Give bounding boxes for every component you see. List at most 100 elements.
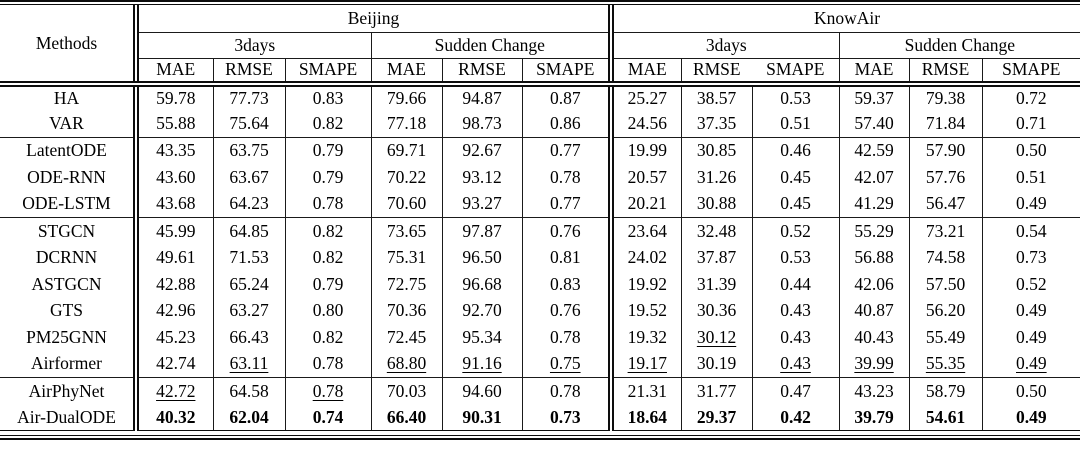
metric-value: 40.87	[838, 297, 910, 325]
metric-value: 0.86	[521, 110, 612, 138]
metric-value: 64.58	[212, 377, 285, 405]
bottom-double-rule	[0, 435, 1080, 441]
metric-value: 0.78	[284, 190, 371, 218]
metric-value: 0.83	[284, 84, 371, 111]
metric-value: 0.45	[751, 164, 840, 191]
metric-value: 0.43	[751, 350, 840, 378]
metric-value: 96.50	[441, 244, 522, 271]
metric-value: 55.35	[908, 350, 983, 378]
metric-value: 57.90	[908, 136, 983, 165]
metric-value: 42.74	[133, 350, 213, 378]
metric-value: 0.47	[751, 377, 840, 405]
metric-value: 39.79	[838, 404, 910, 432]
metric-value: 57.76	[908, 164, 983, 191]
metric-value: 30.36	[680, 297, 753, 325]
metric-value: 20.21	[608, 190, 682, 218]
metric-value: 0.87	[521, 84, 612, 111]
method-name: HA	[53, 88, 80, 109]
metric-value: 70.60	[370, 190, 442, 218]
metric-value: 66.43	[212, 324, 285, 351]
metric-value: 93.27	[441, 190, 522, 218]
method-name: DCRNN	[35, 246, 98, 267]
method-name: ASTGCN	[31, 273, 102, 294]
metric-header-mae: MAE	[838, 58, 910, 87]
metric-value: 19.99	[608, 136, 682, 165]
metric-value: 70.22	[370, 164, 442, 191]
metric-value: 40.43	[838, 324, 910, 351]
metric-value: 75.64	[212, 110, 285, 138]
metric-value: 0.49	[981, 404, 1080, 432]
method-name: Air-DualODE	[0, 404, 136, 432]
metric-value: 19.52	[608, 297, 682, 325]
metric-value: 49.61	[133, 244, 213, 271]
metric-value: 90.31	[441, 404, 522, 432]
metric-value: 45.99	[133, 216, 213, 245]
metric-value: 20.57	[608, 164, 682, 191]
metric-value: 0.71	[981, 110, 1080, 138]
metric-value: 0.51	[981, 164, 1080, 191]
metric-value: 57.50	[908, 270, 983, 298]
method-name: PM25GNN	[26, 327, 107, 348]
metric-value: 42.96	[133, 297, 213, 325]
metric-value: 0.53	[751, 244, 840, 271]
metric-value: 56.47	[908, 190, 983, 218]
metric-header-rmse: RMSE	[212, 58, 285, 87]
metric-value: 0.77	[521, 190, 612, 218]
metric-value: 43.60	[133, 164, 213, 191]
metric-value: 0.72	[981, 84, 1080, 111]
metric-value: 24.56	[608, 110, 682, 138]
metric-value: 0.83	[521, 270, 612, 298]
metric-value: 32.48	[680, 216, 753, 245]
table-row: AirPhyNet 42.72 64.58 0.78 70.03 94.60 0.78 21.…	[0, 377, 1080, 405]
table-row: HA 59.78 77.73 0.83 79.66 94.87 0.87 25.27 38.57…	[0, 84, 1080, 111]
metric-value: 0.53	[751, 84, 840, 111]
metric-value: 0.82	[284, 110, 371, 138]
table-row: ODE-RNN 43.60 63.67 0.79 70.22 93.12 0.78 20.57…	[0, 164, 1080, 191]
metric-value: 55.29	[838, 216, 910, 245]
metric-header-rmse: RMSE	[680, 58, 753, 87]
table-row: Air-DualODE 40.32 62.04 0.74 66.40 90.31 0.73 1…	[0, 404, 1080, 432]
metric-value: 55.49	[908, 324, 983, 351]
metric-value: 0.43	[751, 324, 840, 351]
metric-value: 0.44	[751, 270, 840, 298]
metric-value: 0.49	[981, 190, 1080, 218]
metric-value: 68.80	[370, 350, 442, 378]
metric-value: 0.79	[284, 270, 371, 298]
metric-value: 0.78	[284, 350, 371, 378]
metric-header-smape: SMAPE	[752, 58, 840, 87]
metric-header-mae: MAE	[370, 58, 442, 87]
horizon-header-beijing-sudden-change: Sudden Change	[370, 32, 612, 59]
metric-value: 0.76	[521, 297, 612, 325]
metric-value: 73.65	[370, 216, 442, 245]
metric-value: 59.37	[838, 84, 910, 111]
metric-value: 0.74	[284, 404, 371, 432]
metric-value: 79.38	[908, 84, 983, 111]
metric-value: 42.06	[838, 270, 910, 298]
metric-value: 43.35	[133, 136, 213, 165]
metric-value: 30.12	[680, 324, 753, 351]
table-row: VAR 55.88 75.64 0.82 77.18 98.73 0.86 24.56 37.3…	[0, 110, 1080, 138]
table-row: PM25GNN 45.23 66.43 0.82 72.45 95.34 0.78 19.32…	[0, 324, 1080, 351]
metric-value: 30.85	[680, 136, 753, 165]
metric-value: 31.26	[680, 164, 753, 191]
metric-value: 0.49	[981, 297, 1080, 325]
metric-value: 19.92	[608, 270, 682, 298]
metric-value: 64.85	[212, 216, 285, 245]
method-name: ODE-RNN	[27, 166, 106, 187]
metric-value: 0.51	[751, 110, 840, 138]
metric-value: 55.88	[133, 110, 213, 138]
metric-value: 62.04	[212, 404, 285, 432]
metric-value: 0.77	[521, 136, 612, 165]
table-row: GTS 42.96 63.27 0.80 70.36 92.70 0.76 19.52 30.3…	[0, 297, 1080, 325]
metric-value: 0.52	[981, 270, 1080, 298]
metric-value: 0.82	[284, 324, 371, 351]
metric-value: 98.73	[441, 110, 522, 138]
metric-header-mae: MAE	[133, 58, 213, 87]
metric-value: 38.57	[680, 84, 753, 111]
metric-value: 41.29	[838, 190, 910, 218]
metric-value: 0.54	[981, 216, 1080, 245]
table-row: STGCN 45.99 64.85 0.82 73.65 97.87 0.76 23.64 32…	[0, 216, 1080, 245]
table-body: HA 59.78 77.73 0.83 79.66 94.87 0.87 25.27 38.57…	[0, 84, 1080, 432]
method-name: Airformer	[31, 353, 102, 374]
metric-value: 94.87	[441, 84, 522, 111]
